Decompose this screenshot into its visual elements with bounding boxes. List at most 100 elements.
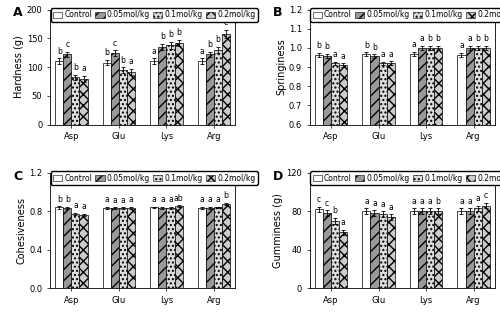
Text: a: a	[200, 196, 204, 204]
Bar	[64, 208, 72, 288]
Text: a: a	[459, 41, 464, 50]
Text: a: a	[73, 201, 78, 210]
Text: b: b	[224, 191, 228, 200]
Text: b: b	[216, 36, 220, 44]
Text: b: b	[73, 63, 78, 72]
Text: a: a	[120, 196, 126, 205]
Y-axis label: Gumminess (g): Gumminess (g)	[274, 193, 283, 268]
Text: a: a	[388, 50, 393, 59]
Bar	[174, 43, 182, 125]
Bar	[166, 45, 174, 125]
Text: b: b	[57, 47, 62, 56]
Bar	[80, 215, 88, 288]
Text: a: a	[152, 195, 156, 204]
Text: a: a	[340, 218, 345, 227]
Text: b: b	[208, 40, 212, 49]
Bar	[458, 55, 466, 240]
Text: b: b	[475, 35, 480, 44]
Text: B: B	[272, 6, 282, 19]
Text: a: a	[128, 196, 134, 204]
Text: a: a	[200, 47, 204, 56]
Text: c: c	[484, 191, 488, 200]
Bar	[378, 214, 386, 288]
Bar	[482, 48, 490, 240]
Bar	[315, 209, 323, 288]
Bar	[111, 208, 119, 288]
Text: a: a	[388, 203, 393, 212]
Text: a: a	[168, 195, 173, 204]
Text: b: b	[428, 35, 432, 44]
Text: b: b	[324, 42, 330, 51]
Bar	[158, 208, 166, 288]
Y-axis label: Hardness (g): Hardness (g)	[14, 36, 24, 99]
Text: a: a	[412, 40, 416, 49]
Text: a: a	[332, 50, 338, 59]
Bar	[370, 213, 378, 288]
Text: b: b	[57, 195, 62, 204]
Bar	[434, 211, 442, 288]
Text: a: a	[467, 197, 472, 206]
Bar	[158, 47, 166, 125]
Bar	[150, 61, 158, 125]
Bar	[206, 208, 214, 288]
Bar	[466, 48, 473, 240]
Bar	[323, 56, 331, 240]
Bar	[323, 213, 331, 288]
Bar	[418, 48, 426, 240]
Text: a: a	[380, 200, 385, 209]
Bar	[362, 54, 370, 240]
Text: c: c	[224, 18, 228, 27]
Text: c: c	[317, 195, 321, 204]
Bar	[103, 62, 111, 125]
Bar	[474, 208, 482, 288]
Text: b: b	[364, 41, 369, 50]
Bar	[80, 79, 88, 125]
Bar	[331, 221, 339, 288]
Text: a: a	[81, 203, 86, 212]
Bar	[174, 206, 182, 288]
Bar	[378, 63, 386, 240]
Bar	[418, 211, 426, 288]
Legend: Control, 0.05mol/kg, 0.1mol/kg, 0.2mol/kg: Control, 0.05mol/kg, 0.1mol/kg, 0.2mol/k…	[51, 172, 258, 185]
Bar	[111, 53, 119, 125]
Text: b: b	[436, 35, 440, 44]
Bar	[434, 48, 442, 240]
Bar	[339, 232, 347, 288]
Bar	[370, 56, 378, 240]
Text: b: b	[176, 28, 181, 37]
Bar	[482, 205, 490, 288]
Bar	[222, 204, 230, 288]
Text: b: b	[160, 32, 165, 41]
Bar	[198, 208, 206, 288]
Text: a: a	[152, 47, 156, 56]
Text: a: a	[476, 194, 480, 203]
Bar	[466, 211, 473, 288]
Text: b: b	[332, 206, 338, 215]
Legend: Control, 0.05mol/kg, 0.1mol/kg, 0.2mol/kg: Control, 0.05mol/kg, 0.1mol/kg, 0.2mol/k…	[51, 8, 258, 22]
Text: a: a	[340, 52, 345, 61]
Bar	[127, 72, 135, 125]
Bar	[458, 211, 466, 288]
Text: b: b	[436, 197, 440, 206]
Bar	[222, 34, 230, 125]
Bar	[72, 77, 80, 125]
Text: b: b	[104, 48, 110, 57]
Bar	[386, 63, 394, 240]
Bar	[103, 208, 111, 288]
Y-axis label: Springiness: Springiness	[276, 39, 286, 95]
Bar	[55, 61, 64, 125]
Text: c: c	[325, 199, 329, 208]
Bar	[386, 217, 394, 288]
Text: C: C	[13, 170, 22, 182]
Bar	[362, 211, 370, 288]
Y-axis label: Cohesiveness: Cohesiveness	[16, 197, 26, 264]
Bar	[474, 48, 482, 240]
Text: b: b	[372, 43, 377, 52]
Text: a: a	[104, 196, 109, 204]
Legend: Control, 0.05mol/kg, 0.1mol/kg, 0.2mol/kg: Control, 0.05mol/kg, 0.1mol/kg, 0.2mol/k…	[310, 8, 500, 22]
Text: a: a	[420, 35, 424, 44]
Text: b: b	[120, 56, 126, 65]
Text: a: a	[420, 197, 424, 206]
Bar	[206, 54, 214, 125]
Text: D: D	[272, 170, 283, 182]
